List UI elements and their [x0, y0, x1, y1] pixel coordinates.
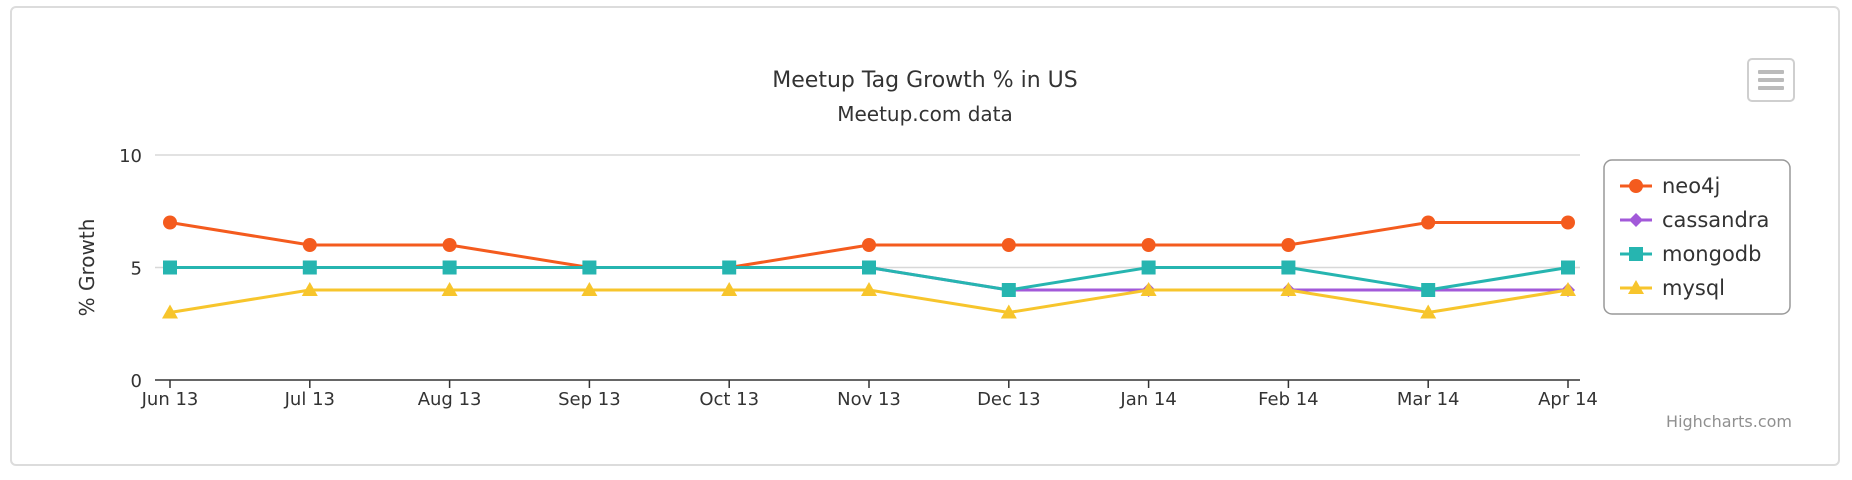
data-point-neo4j — [862, 238, 876, 252]
hamburger-menu-icon — [1758, 78, 1784, 82]
hamburger-menu-icon — [1758, 86, 1784, 90]
data-point-mysql — [441, 282, 458, 296]
series-mongodb — [163, 260, 1575, 297]
data-point-mysql — [1280, 282, 1297, 296]
y-axis-title: % Growth — [75, 219, 99, 317]
data-point-mongodb — [302, 260, 317, 275]
legend-item-neo4j[interactable]: neo4j — [1620, 174, 1720, 198]
data-point-mysql — [1420, 304, 1437, 319]
x-tick-label: Nov 13 — [837, 389, 901, 410]
data-point-mongodb — [163, 260, 177, 275]
data-point-mongodb — [862, 260, 876, 275]
data-point-mysql — [721, 282, 738, 296]
data-point-mysql — [1140, 282, 1157, 296]
data-point-neo4j — [1001, 238, 1016, 252]
legend-marker-mysql — [1628, 280, 1644, 294]
legend-label: cassandra — [1662, 208, 1769, 232]
x-tick-label: Oct 13 — [699, 389, 759, 410]
y-tick-label: 10 — [119, 146, 142, 167]
data-point-neo4j — [302, 238, 317, 252]
legend-marker-cassandra — [1629, 213, 1643, 227]
data-point-mysql — [581, 282, 598, 296]
chart-subtitle: Meetup.com data — [837, 102, 1013, 126]
data-point-neo4j — [1561, 215, 1575, 230]
data-point-neo4j — [1141, 238, 1156, 252]
data-point-mysql — [162, 304, 178, 319]
x-tick-label: Sep 13 — [558, 389, 621, 410]
legend-item-mysql[interactable]: mysql — [1620, 276, 1725, 300]
credits-link[interactable]: Highcharts.com — [1666, 412, 1792, 431]
data-point-mongodb — [1141, 260, 1156, 275]
x-tick-label: Feb 14 — [1258, 389, 1319, 410]
legend-item-mongodb[interactable]: mongodb — [1620, 242, 1761, 266]
x-tick-label: Jul 13 — [284, 389, 335, 410]
legend-label: mysql — [1662, 276, 1725, 300]
x-tick-label: Apr 14 — [1538, 389, 1598, 410]
x-tick-label: Aug 13 — [418, 389, 482, 410]
data-point-mongodb — [1281, 260, 1296, 275]
x-tick-label: Jun 13 — [141, 389, 199, 410]
legend-item-cassandra[interactable]: cassandra — [1620, 208, 1769, 232]
data-point-neo4j — [1421, 215, 1436, 230]
data-point-mongodb — [582, 260, 597, 275]
data-point-mongodb — [1561, 260, 1575, 275]
y-tick-label: 0 — [131, 371, 142, 392]
data-point-mongodb — [1421, 283, 1436, 297]
x-tick-label: Dec 13 — [977, 389, 1040, 410]
legend-label: mongodb — [1662, 242, 1761, 266]
data-point-mongodb — [722, 260, 737, 275]
data-point-mongodb — [442, 260, 457, 275]
data-point-neo4j — [442, 238, 457, 252]
data-point-mysql — [861, 282, 877, 296]
data-point-neo4j — [1281, 238, 1296, 252]
data-point-mysql — [1000, 304, 1017, 319]
data-point-mongodb — [1001, 283, 1016, 297]
legend-marker-neo4j — [1629, 179, 1643, 193]
legend-marker-mongodb — [1629, 247, 1643, 261]
data-point-mysql — [301, 282, 318, 296]
legend-box — [1603, 159, 1791, 315]
chart-title: Meetup Tag Growth % in US — [772, 68, 1077, 93]
chart-context-menu-button[interactable] — [1747, 58, 1795, 102]
data-point-mysql — [1560, 282, 1576, 296]
data-point-neo4j — [163, 215, 177, 230]
y-tick-label: 5 — [131, 259, 142, 280]
hamburger-menu-icon — [1758, 70, 1784, 74]
series-mysql — [162, 282, 1576, 319]
x-tick-label: Mar 14 — [1397, 389, 1460, 410]
legend-label: neo4j — [1662, 174, 1720, 198]
x-tick-label: Jan 14 — [1119, 389, 1176, 410]
chart-container — [10, 6, 1840, 466]
